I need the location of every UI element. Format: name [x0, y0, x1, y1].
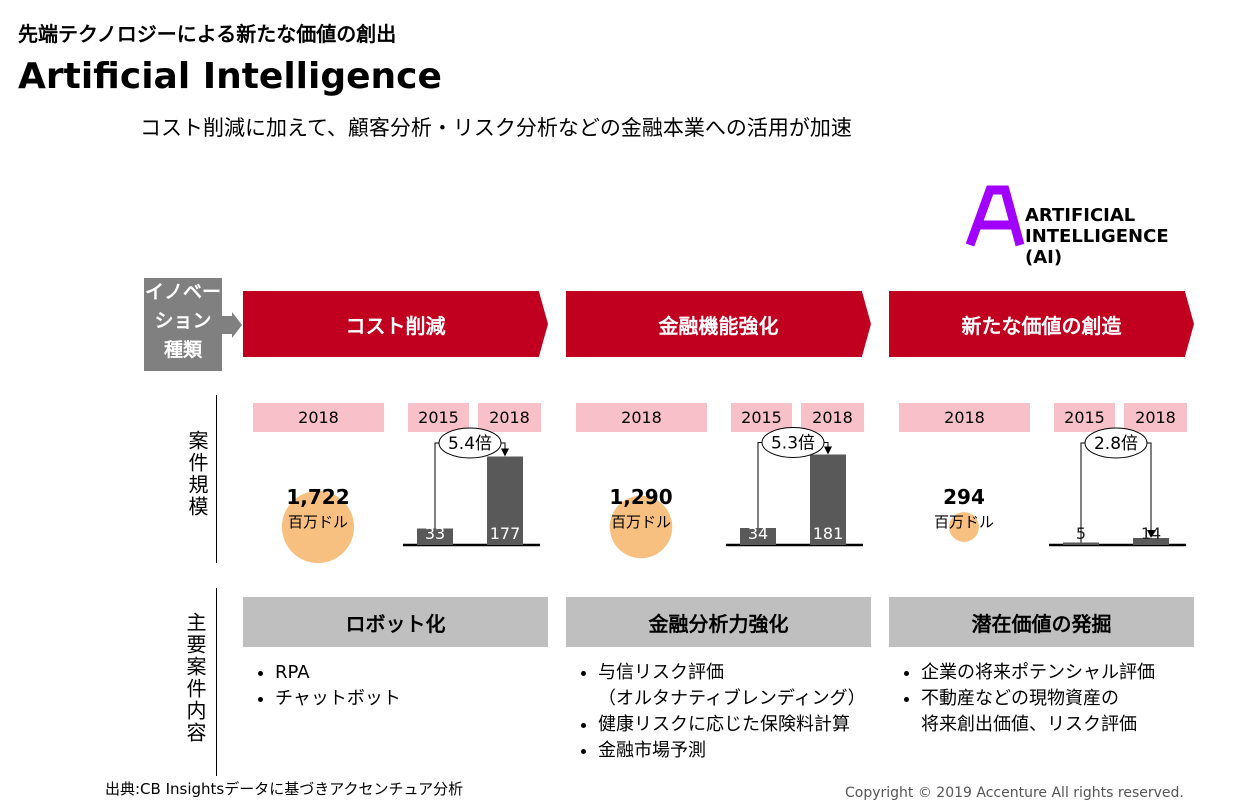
- bullet-item: 健康リスクに応じた保険料計算: [598, 712, 878, 738]
- bubble: [609, 495, 673, 559]
- multiplier-oval: [761, 427, 825, 458]
- year-pill: 2018: [801, 403, 864, 432]
- innovation-label: イノベー ション 種類: [144, 278, 222, 371]
- bullet-item: 金融市場予測: [598, 738, 878, 764]
- bullet-item: RPA: [275, 660, 555, 686]
- logo-line: ARTIFICIAL: [1025, 205, 1136, 226]
- lead: コスト削減に加えて、顧客分析・リスク分析などの金融本業への活用が加速: [140, 116, 852, 140]
- bullet-item: 企業の将来ポテンシャル評価: [921, 660, 1201, 686]
- bar-label: 33: [425, 524, 445, 543]
- scale-chart: 1,722 百万ドル 33 177 5.4倍: [281, 427, 540, 564]
- bubble: [281, 490, 355, 564]
- item-list: 与信リスク評価 （オルタナティブレンディング） 健康リスクに応じた保険料計算金融市場…: [578, 660, 878, 764]
- theme-header: 金融分析力強化: [566, 597, 871, 647]
- bar-label: 181: [813, 524, 844, 543]
- bubble-value: 1,722: [286, 485, 349, 509]
- subtitle: 先端テクノロジーによる新たな価値の創出: [18, 22, 397, 46]
- scale-chart: 1,290 百万ドル 34 181 5.3倍: [609, 427, 863, 559]
- bubble-unit: 百万ドル: [288, 513, 348, 531]
- item-line: 金融市場予測: [598, 740, 706, 761]
- theme-header: 潜在価値の発掘: [889, 597, 1194, 647]
- multiplier: 5.3倍: [771, 434, 815, 454]
- bullets: 与信リスク評価 （オルタナティブレンディング） 健康リスクに応じた保険料計算金融市場…: [578, 660, 878, 764]
- year-pill: 2018: [899, 403, 1030, 432]
- bar: [810, 454, 846, 545]
- item-line: チャットボット: [275, 688, 401, 709]
- bullets: RPA チャットボット: [255, 660, 555, 712]
- item-list: 企業の将来ポテンシャル評価不動産などの現物資産の将来創出価値、リスク評価: [901, 660, 1201, 738]
- bar-label: 177: [490, 524, 521, 543]
- bar: [417, 528, 453, 545]
- logo-line: (AI): [1025, 247, 1063, 268]
- category-header: 金融機能強化: [566, 291, 871, 357]
- year-pill: 2015: [408, 403, 469, 432]
- logo-line: INTELLIGENCE: [1025, 226, 1169, 247]
- bullets: 企業の将来ポテンシャル評価不動産などの現物資産の将来創出価値、リスク評価: [901, 660, 1201, 738]
- bubble-value: 294: [943, 485, 985, 509]
- bubble-unit: 百万ドル: [934, 513, 994, 531]
- item-line: 健康リスクに応じた保険料計算: [598, 714, 850, 735]
- title: Artificial Intelligence: [18, 56, 442, 97]
- year-pill: 2015: [731, 403, 792, 432]
- divider: [216, 395, 217, 563]
- divider: [216, 588, 217, 776]
- year-pill: 2018: [1124, 403, 1187, 432]
- year-pill: 2018: [576, 403, 707, 432]
- multiplier-oval: [1084, 427, 1148, 459]
- item-line: RPA: [275, 662, 310, 683]
- item-line: 与信リスク評価: [598, 662, 724, 683]
- multiplier-oval: [438, 427, 502, 459]
- label-line: イノベー: [144, 281, 221, 303]
- logo-text: ARTIFICIAL INTELLIGENCE (AI): [1025, 205, 1169, 268]
- bar: [740, 528, 776, 545]
- copyright: Copyright © 2019 Accenture All rights re…: [845, 785, 1184, 801]
- year-pill: 2018: [478, 403, 541, 432]
- multiplier: 5.4倍: [448, 434, 492, 454]
- arrowhead: [1147, 530, 1155, 538]
- item-line: （オルタナティブレンディング）: [598, 688, 866, 709]
- bar-label: 34: [748, 524, 768, 543]
- bullet-item: チャットボット: [275, 686, 555, 712]
- item-line: 企業の将来ポテンシャル評価: [921, 662, 1155, 683]
- content-label: 主要案件内容: [183, 612, 207, 744]
- scale-label: 案件規模: [185, 430, 209, 518]
- bubble: [949, 512, 979, 542]
- bar: [1063, 542, 1099, 545]
- label-line: 種類: [163, 339, 202, 361]
- item-line: 将来創出価値、リスク評価: [921, 714, 1137, 735]
- category-header: コスト削減: [243, 291, 548, 357]
- bullet-item: 与信リスク評価 （オルタナティブレンディング）: [598, 660, 878, 712]
- item-line: 不動産などの現物資産の: [921, 688, 1119, 709]
- multiplier: 2.8倍: [1094, 434, 1138, 454]
- bubble-value: 1,290: [609, 485, 672, 509]
- label-line: ション: [154, 310, 212, 332]
- bar: [1133, 538, 1169, 545]
- arrowhead: [824, 446, 832, 455]
- logo-mark: [965, 185, 1025, 247]
- bar: [487, 456, 523, 545]
- arrowhead: [501, 448, 509, 457]
- year-pill: 2015: [1054, 403, 1115, 432]
- scale-chart: 294百万ドル5142.8倍: [934, 427, 1186, 547]
- theme-header: ロボット化: [243, 597, 548, 647]
- category-header: 新たな価値の創造: [889, 291, 1194, 357]
- item-list: RPA チャットボット: [255, 660, 555, 712]
- bubble-unit: 百万ドル: [611, 513, 671, 531]
- source: 出典:CB Insightsデータに基づきアクセンチュア分析: [105, 780, 464, 798]
- year-pill: 2018: [253, 403, 384, 432]
- arrow: [222, 312, 242, 338]
